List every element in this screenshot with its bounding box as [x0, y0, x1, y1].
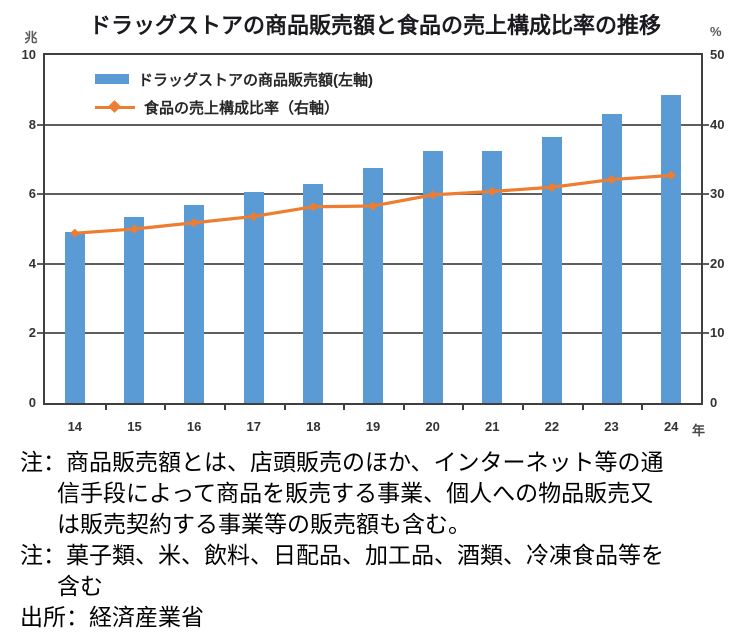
note-line: 信手段によって商品を販売する事業、個人への物品販売又: [57, 481, 654, 506]
x-axis-label-19: 19: [365, 419, 381, 434]
bar-24: [661, 95, 682, 403]
right-axis-tick: [703, 332, 709, 335]
bar-20: [422, 150, 443, 403]
bar-21: [482, 150, 503, 403]
x-axis-tick: [223, 405, 226, 410]
x-axis-label-20: 20: [425, 419, 440, 434]
line-marker: [129, 224, 140, 234]
line-marker: [606, 174, 617, 185]
left-axis-unit-label: 兆: [24, 30, 38, 45]
legend-item-food-ratio: 食品の売上構成比率（右軸）: [95, 93, 373, 121]
x-axis-tick: [522, 405, 525, 410]
left-axis-tick: [37, 262, 43, 265]
right-axis-tick-label: 30: [710, 186, 725, 202]
left-axis-tick-label: 0: [28, 395, 36, 410]
bar-15: [124, 216, 145, 403]
line-marker: [189, 218, 199, 228]
x-axis-tick: [581, 405, 584, 410]
line-marker: [487, 186, 497, 197]
x-axis-tick: [343, 405, 346, 410]
x-axis-label-17: 17: [246, 419, 261, 434]
left-axis-tick-label: 10: [21, 47, 36, 62]
bar-22: [541, 136, 562, 403]
x-axis-tick: [283, 405, 286, 410]
x-axis-tick: [164, 405, 167, 410]
x-axis-label-22: 22: [544, 419, 560, 434]
left-axis-tick-label: 2: [28, 325, 36, 341]
gridline: [45, 123, 701, 126]
right-axis-tick: [703, 262, 709, 265]
left-axis-tick-label: 8: [28, 116, 36, 132]
right-axis-tick-label: 20: [710, 255, 725, 271]
food-ratio-line-layer: [70, 170, 676, 238]
right-axis-tick: [703, 123, 709, 126]
bar-series-swatch: [95, 74, 129, 84]
note-line: 注：商品販売額とは、店頭販売のほか、インターネット等の通: [20, 450, 664, 475]
x-axis-tick: [641, 405, 644, 410]
x-axis-label-14: 14: [67, 419, 83, 434]
right-axis-tick-label: 10: [710, 325, 725, 341]
x-axis-tick: [462, 405, 465, 410]
note-line: 注：菓子類、米、飲料、日配品、加工品、酒類、冷凍食品等を: [20, 543, 664, 568]
x-axis-label-16: 16: [186, 419, 202, 434]
legend: ドラッグストアの商品販売額(左軸) 食品の売上構成比率（右軸）: [95, 65, 373, 121]
left-axis-tick-label: 4: [28, 255, 36, 271]
line-marker: [547, 182, 557, 192]
line-marker: [368, 201, 378, 211]
note-line: は販売契約する事業等の販売額も含む。: [57, 512, 471, 537]
line-series-swatch: [95, 100, 135, 113]
legend-label-sales: ドラッグストアの商品販売額(左軸): [138, 71, 373, 89]
line-marker: [249, 211, 259, 222]
bar-16: [184, 204, 205, 403]
x-axis-label-18: 18: [306, 419, 321, 434]
footnotes: 注：商品販売額とは、店頭販売のほか、インターネット等の通信手段によって商品を販売…: [20, 447, 740, 633]
left-axis-tick: [37, 193, 43, 196]
x-axis-label-23: 23: [604, 419, 619, 434]
bar-23: [601, 114, 622, 403]
note-line: 含む: [57, 574, 103, 599]
plot-area: ドラッグストアの商品販売額(左軸) 食品の売上構成比率（右軸）: [43, 53, 703, 405]
line-marker: [666, 170, 676, 181]
right-axis-tick-label: 50: [710, 47, 725, 62]
x-axis-label-21: 21: [485, 419, 500, 434]
x-axis-tick: [104, 405, 107, 410]
chart-title: ドラッグストアの商品販売額と食品の売上構成比率の推移: [88, 13, 661, 38]
left-axis-tick: [37, 332, 43, 335]
right-axis-unit-label: %: [710, 24, 722, 39]
line-marker: [70, 228, 80, 238]
x-axis-label-15: 15: [127, 419, 142, 434]
legend-label-food-ratio: 食品の売上構成比率（右軸）: [144, 99, 340, 117]
right-axis-tick: [703, 193, 709, 196]
bar-14: [64, 232, 85, 403]
line-marker: [308, 202, 318, 212]
left-axis-tick: [37, 123, 43, 126]
right-axis-tick-label: 40: [710, 116, 725, 132]
x-axis-unit-label: 年: [692, 423, 706, 438]
line-marker: [428, 190, 438, 200]
legend-item-sales: ドラッグストアの商品販売額(左軸): [95, 65, 373, 93]
right-axis-tick-label: 0: [710, 395, 718, 410]
bar-19: [363, 168, 383, 403]
x-axis-tick: [402, 405, 405, 410]
bar-17: [243, 192, 264, 403]
bar-18: [303, 183, 324, 403]
note-line: 出所：経済産業省: [20, 605, 204, 630]
x-axis-label-24: 24: [663, 419, 679, 434]
left-axis-tick-label: 6: [28, 186, 36, 202]
